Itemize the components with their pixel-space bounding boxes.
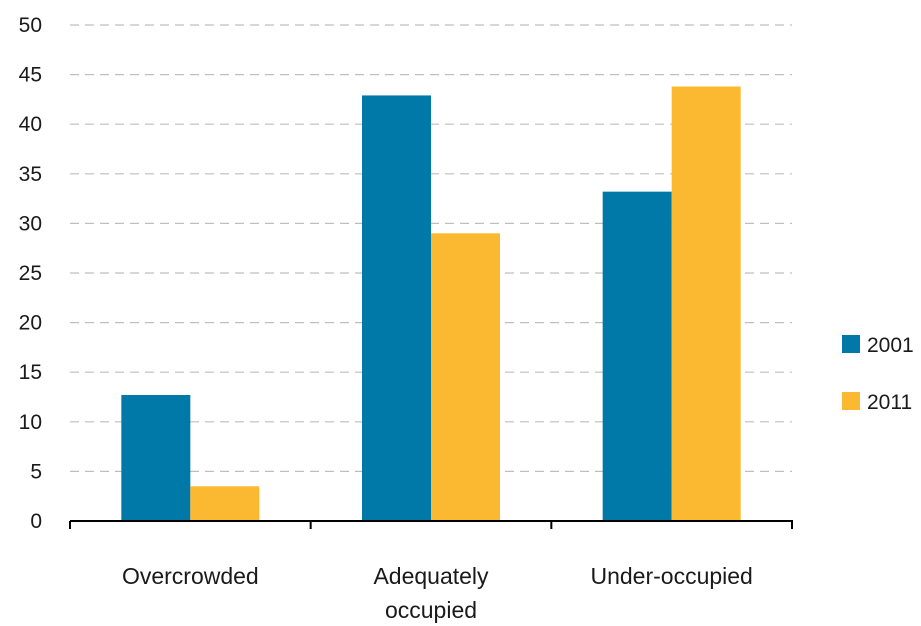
legend-swatch-2011 (842, 392, 860, 410)
y-tick-label-15: 15 (19, 361, 42, 384)
y-tick-label-20: 20 (19, 312, 42, 335)
y-tick-label-50: 50 (19, 14, 42, 37)
y-tick-label-5: 5 (30, 460, 42, 483)
category-label-2-0: Under-occupied (590, 563, 752, 589)
y-tick-label-45: 45 (19, 64, 42, 87)
legend-label-2011: 2011 (867, 391, 912, 414)
category-label-1-0: Adequately (373, 563, 489, 589)
x-axis (69, 520, 793, 529)
bar-2011-adequately-occupied (431, 233, 500, 521)
y-tick-label-25: 25 (19, 262, 42, 285)
category-labels: Overcrowded Adequately occupied Under-occup… (122, 563, 753, 623)
y-tick-label-10: 10 (19, 411, 42, 434)
category-label-0-0: Overcrowded (122, 563, 259, 589)
bar-2011-overcrowded (190, 486, 260, 521)
y-tick-label-40: 40 (19, 113, 42, 136)
y-tick-label-35: 35 (19, 163, 42, 186)
y-axis-ticks: 0 5 10 15 20 25 30 35 40 45 50 (19, 14, 42, 533)
bars (121, 86, 741, 521)
bar-2001-overcrowded (121, 395, 191, 521)
bar-2011-under-occupied (671, 86, 741, 521)
bar-2001-under-occupied (602, 191, 672, 521)
category-label-1-1: occupied (385, 597, 477, 623)
legend: 2001 2011 (842, 334, 914, 414)
bar-2001-adequately-occupied (362, 95, 431, 521)
y-tick-label-30: 30 (19, 212, 42, 235)
y-tick-label-0: 0 (30, 510, 42, 533)
legend-swatch-2001 (842, 335, 860, 353)
legend-label-2001: 2001 (867, 334, 914, 357)
